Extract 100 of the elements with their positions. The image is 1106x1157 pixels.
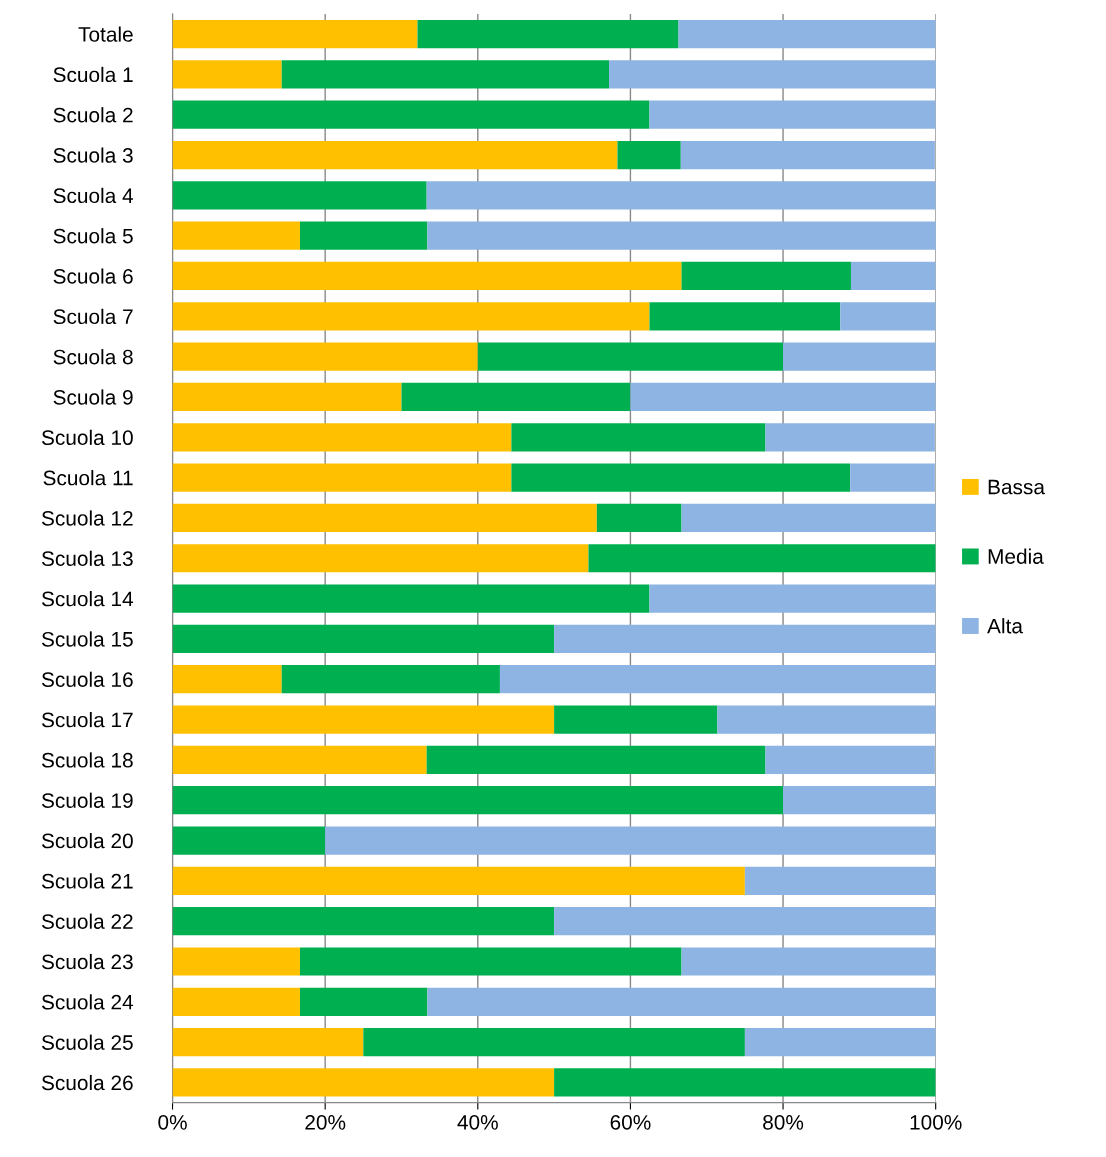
y-tick-label: Totale (78, 26, 133, 42)
y-tick-label: Scuola 2 (53, 107, 133, 123)
bar (681, 947, 936, 976)
y-tick-label: Scuola 10 (41, 429, 133, 446)
bar (172, 382, 402, 412)
bar (649, 584, 936, 613)
bar (172, 987, 300, 1016)
bar (401, 382, 631, 412)
bar (172, 423, 512, 452)
bar (596, 503, 682, 533)
bar (172, 1068, 555, 1097)
bar (172, 584, 650, 613)
x-tick-label: 60% (610, 1114, 651, 1130)
bar (281, 60, 610, 89)
bar (172, 544, 589, 573)
bar (172, 463, 512, 492)
bar (554, 624, 936, 654)
bar (172, 503, 597, 533)
x-tick-label: 80% (763, 1114, 804, 1130)
y-tick-label: Scuola 18 (41, 752, 133, 768)
x-tick-label: 0% (158, 1114, 187, 1130)
bar (417, 19, 679, 49)
y-tick-label: Scuola 12 (41, 510, 133, 526)
bar (172, 947, 300, 976)
y-tick-label: Scuola 8 (53, 349, 133, 365)
bar (609, 60, 936, 89)
y-tick-label: Scuola 24 (41, 994, 134, 1010)
y-tick-label: Scuola 22 (41, 913, 133, 929)
bar (172, 1028, 364, 1057)
bar (850, 261, 936, 291)
bar (426, 181, 936, 210)
bar (554, 907, 936, 936)
bar (172, 261, 682, 291)
bar (172, 302, 650, 331)
bar (744, 866, 936, 895)
bar (783, 786, 936, 815)
bar (840, 302, 936, 331)
bar (511, 463, 851, 492)
bar (680, 140, 935, 170)
y-tick-label: Scuola 6 (53, 268, 133, 284)
bar (172, 60, 282, 89)
bar (299, 947, 682, 976)
y-tick-label: Scuola 5 (53, 228, 133, 244)
bar (172, 745, 427, 774)
y-tick-label: Scuola 15 (41, 631, 133, 647)
bar (744, 1028, 936, 1057)
bar (172, 907, 555, 936)
bar (172, 19, 418, 49)
bar (765, 423, 935, 452)
bar (172, 342, 478, 371)
bar (427, 221, 936, 250)
y-tick-label: Scuola 21 (41, 873, 133, 889)
bar (172, 100, 650, 129)
bar (477, 342, 784, 371)
y-tick-label: Scuola 19 (41, 792, 133, 808)
y-tick-label: Scuola 17 (41, 712, 133, 728)
bar (172, 866, 745, 895)
bar (499, 665, 936, 694)
bar (172, 181, 427, 210)
bar (511, 423, 766, 452)
bar (325, 826, 936, 855)
bar (765, 745, 935, 774)
y-tick-label: Scuola 13 (41, 550, 133, 567)
y-tick-label: Scuola 20 (41, 832, 133, 849)
bar (630, 382, 936, 412)
bar (172, 624, 555, 654)
bar (299, 987, 428, 1016)
x-tick-label: 40% (457, 1114, 498, 1130)
bar (299, 221, 428, 250)
y-tick-label: Scuola 9 (53, 389, 133, 405)
bar (281, 665, 500, 694)
bar (172, 140, 618, 170)
bar (363, 1028, 745, 1057)
legend-label: Bassa (988, 479, 1045, 495)
bar (426, 745, 766, 774)
x-tick-label: 100% (910, 1114, 962, 1130)
bar (427, 987, 936, 1016)
bar (172, 221, 300, 250)
y-tick-label: Scuola 7 (53, 308, 133, 325)
bar (172, 786, 784, 815)
y-tick-label: Scuola 11 (43, 470, 133, 486)
bar (649, 100, 936, 129)
bar (588, 544, 936, 573)
y-tick-label: Scuola 23 (41, 953, 133, 970)
y-tick-label: Scuola 25 (41, 1034, 133, 1050)
y-tick-label: Scuola 16 (41, 671, 133, 687)
bar (681, 503, 936, 533)
bar (554, 705, 718, 734)
bar (172, 705, 555, 734)
bar (617, 140, 681, 170)
x-tick-label: 20% (305, 1114, 346, 1130)
bar (649, 302, 841, 331)
legend-label: Media (988, 548, 1044, 564)
bar (681, 261, 851, 291)
bar (678, 19, 936, 49)
y-tick-label: Scuola 26 (41, 1074, 133, 1091)
y-tick-label: Scuola 4 (53, 187, 134, 204)
bar (717, 705, 936, 734)
legend-label: Alta (987, 618, 1023, 634)
y-tick-label: Scuola 3 (53, 147, 133, 163)
